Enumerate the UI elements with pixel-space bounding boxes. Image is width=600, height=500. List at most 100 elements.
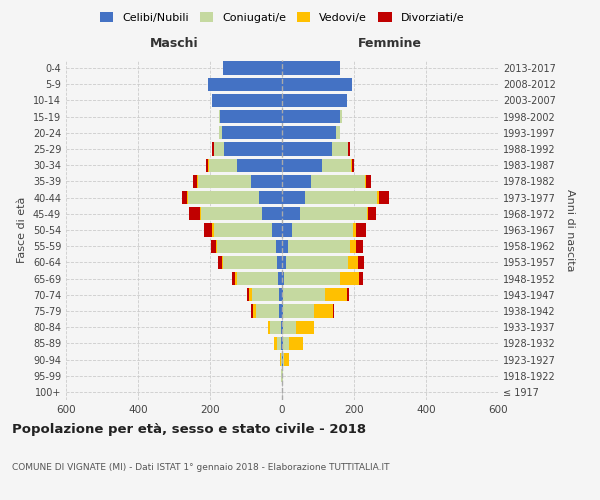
Bar	[282, 142, 332, 156]
Bar	[271, 320, 281, 334]
Bar	[368, 207, 376, 220]
Bar	[347, 142, 348, 156]
Bar	[280, 353, 281, 366]
Bar	[283, 320, 296, 334]
Bar	[281, 336, 282, 350]
Y-axis label: Fasce di età: Fasce di età	[17, 197, 27, 263]
Bar	[282, 191, 305, 204]
Bar	[218, 256, 222, 269]
Bar	[237, 158, 282, 172]
Bar	[259, 191, 282, 204]
Bar	[283, 304, 314, 318]
Bar	[253, 304, 256, 318]
Bar	[282, 126, 336, 140]
Bar	[282, 110, 340, 124]
Bar	[348, 142, 350, 156]
Bar	[377, 191, 379, 204]
Bar	[289, 240, 350, 253]
Bar	[282, 94, 347, 107]
Bar	[182, 191, 187, 204]
Bar	[206, 158, 208, 172]
Bar	[366, 175, 371, 188]
Bar	[262, 207, 282, 220]
Bar	[353, 224, 356, 236]
Bar	[282, 272, 284, 285]
Bar	[268, 320, 271, 334]
Bar	[212, 94, 282, 107]
Bar	[367, 207, 368, 220]
Bar	[252, 288, 279, 302]
Bar	[214, 142, 224, 156]
Bar	[356, 224, 366, 236]
Bar	[325, 288, 347, 302]
Bar	[251, 175, 282, 188]
Bar	[198, 175, 251, 188]
Bar	[232, 272, 235, 285]
Bar	[277, 256, 282, 269]
Bar	[188, 191, 259, 204]
Bar	[224, 142, 282, 156]
Bar	[272, 224, 282, 236]
Bar	[282, 175, 311, 188]
Bar	[201, 207, 262, 220]
Bar	[237, 272, 278, 285]
Bar	[282, 288, 283, 302]
Bar	[218, 110, 220, 124]
Bar	[193, 175, 197, 188]
Bar	[282, 158, 322, 172]
Bar	[286, 256, 347, 269]
Bar	[281, 369, 282, 382]
Bar	[351, 158, 352, 172]
Bar	[283, 336, 289, 350]
Bar	[281, 353, 282, 366]
Bar	[356, 240, 362, 253]
Bar	[190, 207, 200, 220]
Bar	[223, 62, 282, 74]
Bar	[282, 78, 352, 91]
Bar	[284, 272, 340, 285]
Bar	[365, 175, 366, 188]
Bar	[208, 78, 282, 91]
Bar	[214, 224, 272, 236]
Bar	[209, 158, 237, 172]
Bar	[296, 320, 314, 334]
Bar	[322, 158, 351, 172]
Bar	[332, 142, 347, 156]
Bar	[282, 320, 283, 334]
Bar	[217, 240, 275, 253]
Y-axis label: Anni di nascita: Anni di nascita	[565, 188, 575, 271]
Bar	[216, 240, 217, 253]
Bar	[333, 304, 334, 318]
Text: COMUNE DI VIGNATE (MI) - Dati ISTAT 1° gennaio 2018 - Elaborazione TUTTITALIA.IT: COMUNE DI VIGNATE (MI) - Dati ISTAT 1° g…	[12, 462, 389, 471]
Bar	[379, 191, 389, 204]
Bar	[282, 304, 283, 318]
Bar	[283, 353, 284, 366]
Bar	[279, 288, 282, 302]
Bar	[279, 304, 282, 318]
Bar	[212, 224, 214, 236]
Text: Femmine: Femmine	[358, 38, 422, 51]
Bar	[223, 256, 277, 269]
Bar	[212, 142, 214, 156]
Bar	[249, 288, 252, 302]
Bar	[347, 288, 349, 302]
Bar	[358, 256, 364, 269]
Bar	[275, 240, 282, 253]
Bar	[282, 256, 286, 269]
Bar	[283, 288, 325, 302]
Bar	[211, 240, 216, 253]
Text: Popolazione per età, sesso e stato civile - 2018: Popolazione per età, sesso e stato civil…	[12, 422, 366, 436]
Bar	[282, 353, 283, 366]
Bar	[305, 191, 377, 204]
Bar	[282, 369, 283, 382]
Bar	[311, 175, 365, 188]
Bar	[251, 304, 253, 318]
Bar	[300, 207, 367, 220]
Legend: Celibi/Nubili, Coniugati/e, Vedovi/e, Divorziati/e: Celibi/Nubili, Coniugati/e, Vedovi/e, Di…	[95, 8, 469, 28]
Bar	[220, 110, 282, 124]
Bar	[222, 256, 223, 269]
Bar	[352, 158, 354, 172]
Bar	[314, 304, 333, 318]
Bar	[359, 272, 363, 285]
Bar	[197, 175, 198, 188]
